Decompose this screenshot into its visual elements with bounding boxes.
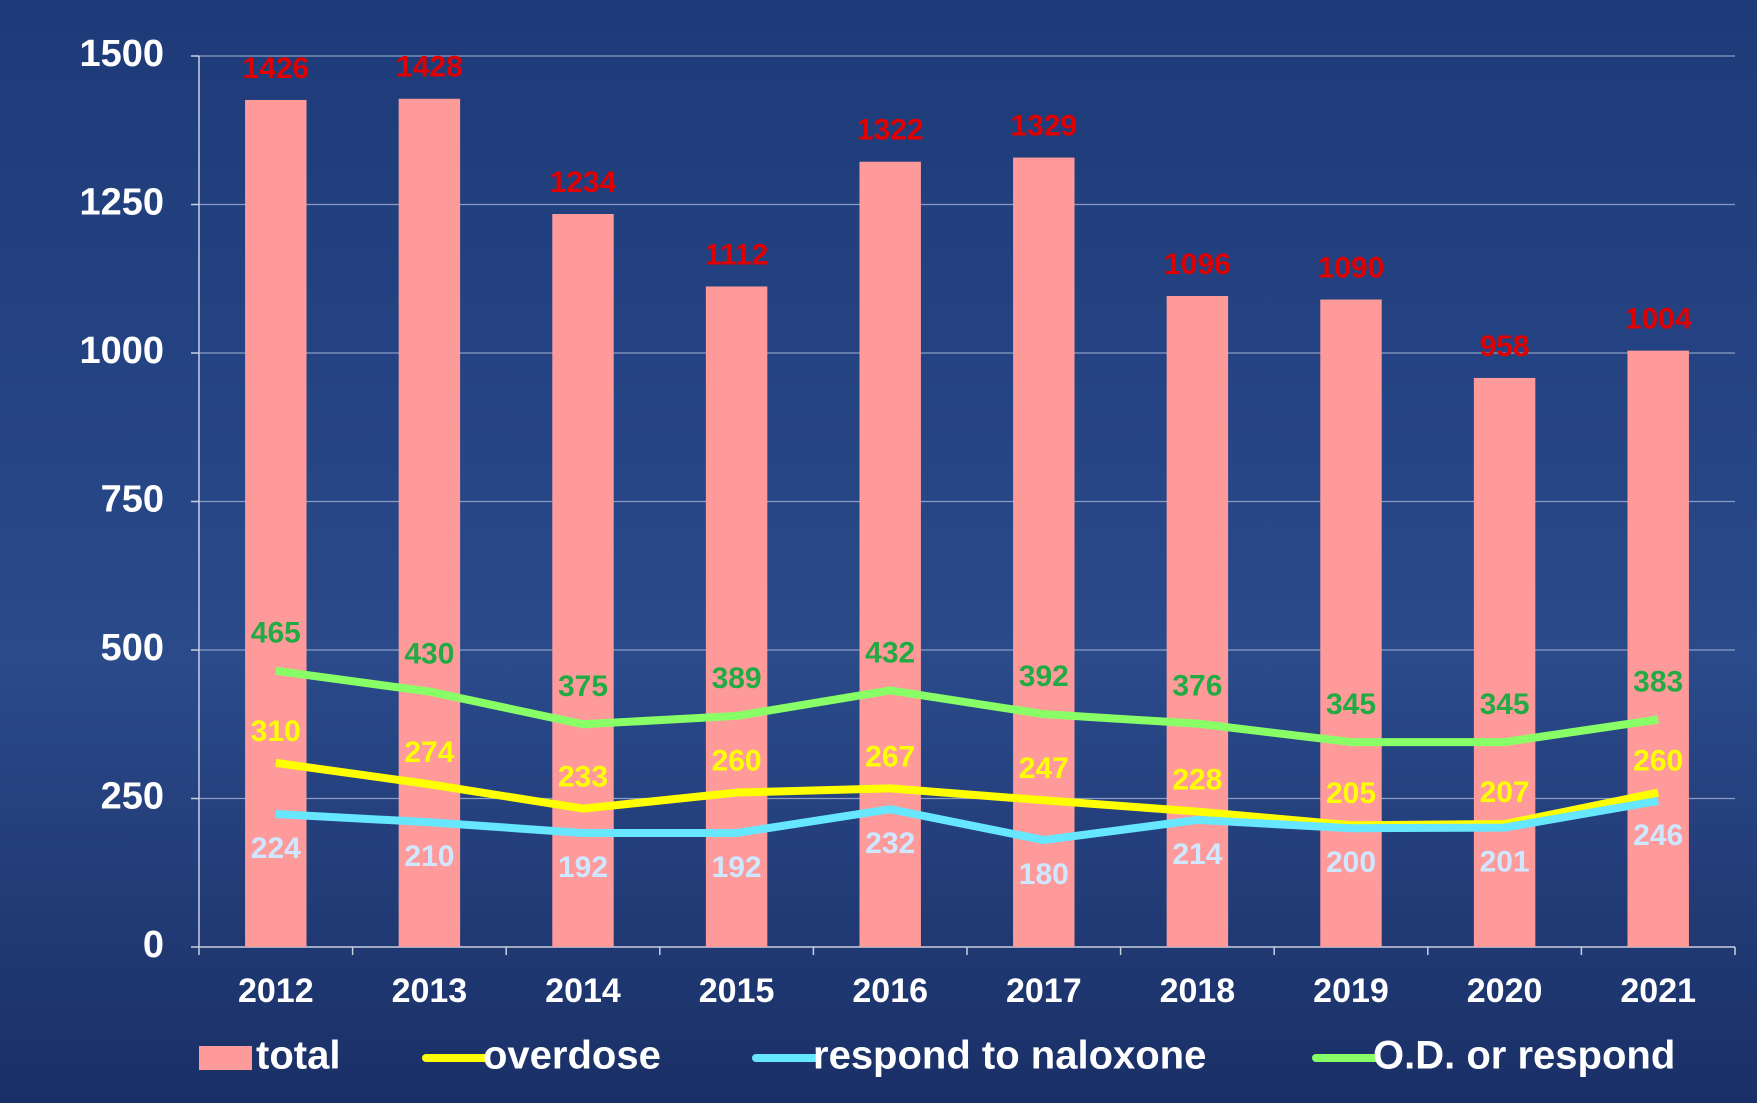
data-label: 376 (1172, 670, 1222, 703)
x-tick-label: 2020 (1467, 972, 1543, 1010)
data-label: 192 (558, 851, 608, 884)
legend-swatch (199, 1046, 252, 1070)
data-label: 260 (1633, 744, 1683, 777)
data-label: 375 (558, 670, 608, 703)
data-label: 345 (1480, 688, 1530, 721)
x-tick-label: 2015 (699, 972, 775, 1010)
data-label: 246 (1633, 819, 1683, 852)
data-label: 1426 (242, 52, 309, 85)
bar (1320, 299, 1382, 947)
data-label: 192 (712, 851, 762, 884)
data-label: 205 (1326, 777, 1376, 810)
data-label: 345 (1326, 688, 1376, 721)
y-tick-label: 1000 (79, 330, 164, 372)
data-label: 180 (1019, 858, 1069, 891)
bar (1473, 377, 1536, 947)
data-label: 1112 (705, 238, 768, 271)
data-label: 1329 (1010, 109, 1077, 142)
data-label: 1428 (396, 51, 463, 84)
legend-label: O.D. or respond (1373, 1034, 1675, 1078)
x-tick-label: 2019 (1313, 972, 1389, 1010)
data-label: 260 (712, 744, 762, 777)
bar (1166, 295, 1229, 947)
data-label: 310 (251, 715, 301, 748)
y-tick-label: 250 (101, 776, 164, 818)
legend-label: overdose (483, 1034, 661, 1078)
bar (1627, 350, 1689, 947)
bar (398, 98, 461, 947)
data-label: 224 (251, 832, 301, 865)
data-label: 232 (865, 827, 915, 860)
data-label: 233 (558, 761, 608, 794)
x-tick-label: 2016 (852, 972, 928, 1010)
legend-label: respond to naloxone (813, 1034, 1206, 1078)
bar (245, 99, 307, 948)
y-tick-label: 750 (101, 479, 164, 521)
data-label: 430 (404, 638, 454, 671)
x-tick-label: 2014 (545, 972, 621, 1010)
data-label: 1234 (550, 166, 617, 199)
data-label: 392 (1019, 660, 1069, 693)
line (275, 796, 1659, 845)
data-label: 465 (251, 617, 301, 650)
data-label: 228 (1172, 763, 1222, 796)
x-tick-label: 2013 (392, 972, 468, 1010)
data-label: 1090 (1318, 251, 1385, 284)
data-label: 267 (865, 740, 915, 773)
data-label: 274 (404, 736, 454, 769)
x-tick-label: 2012 (238, 972, 314, 1010)
data-label: 1322 (857, 114, 924, 147)
data-label: 432 (865, 636, 915, 669)
bar (1013, 157, 1075, 948)
data-label: 1096 (1164, 248, 1231, 281)
legend-label: total (256, 1034, 340, 1078)
y-tick-label: 500 (101, 627, 164, 669)
y-tick-label: 1250 (79, 182, 164, 224)
data-label: 1004 (1625, 303, 1692, 336)
data-label: 210 (404, 840, 454, 873)
y-tick-label: 0 (143, 924, 164, 966)
data-label: 247 (1019, 752, 1069, 785)
data-label: 201 (1480, 846, 1530, 879)
x-tick-label: 2017 (1006, 972, 1082, 1010)
line (275, 666, 1659, 747)
data-label: 389 (712, 662, 762, 695)
data-label: 207 (1480, 776, 1530, 809)
bar (705, 286, 768, 947)
x-tick-label: 2018 (1160, 972, 1236, 1010)
x-tick-label: 2021 (1620, 972, 1696, 1010)
data-label: 200 (1326, 846, 1376, 879)
data-label: 214 (1172, 838, 1222, 871)
data-label: 958 (1480, 330, 1530, 363)
y-tick-label: 1500 (79, 33, 164, 75)
bar (552, 214, 614, 947)
data-label: 383 (1633, 665, 1683, 698)
